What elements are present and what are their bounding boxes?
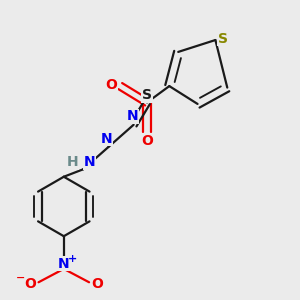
Text: N: N [126,110,138,123]
Text: S: S [142,88,152,102]
Text: +: + [68,254,77,264]
Text: H: H [67,155,79,169]
Text: −: − [15,273,25,283]
Text: O: O [141,134,153,148]
Text: O: O [92,277,103,291]
Text: S: S [218,32,228,46]
Text: O: O [24,277,36,291]
Text: O: O [105,78,117,92]
Text: N: N [58,256,70,271]
Text: N: N [101,132,113,146]
Text: N: N [83,155,95,169]
